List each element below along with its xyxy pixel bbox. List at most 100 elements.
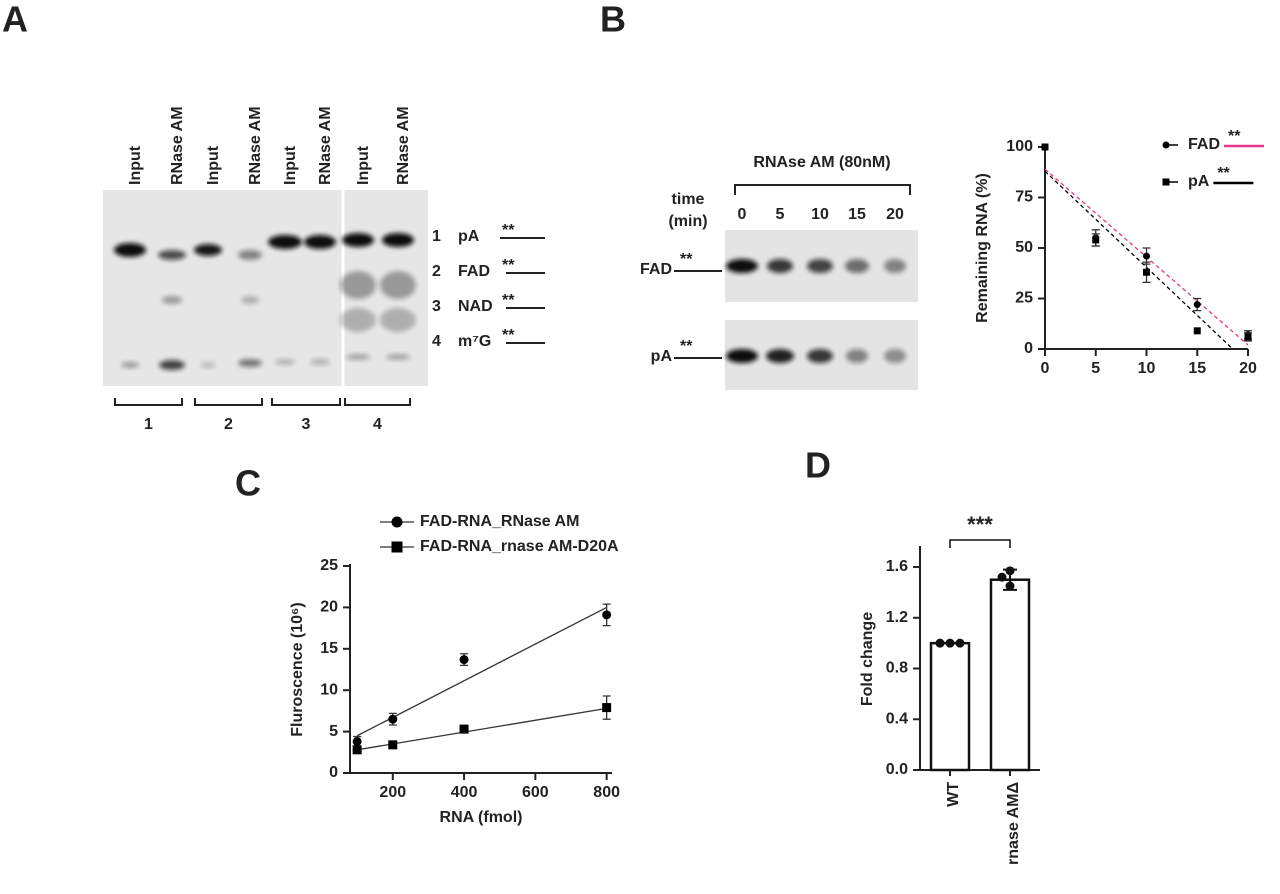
- gel-band: [194, 244, 222, 256]
- legend-label: pA: [1188, 173, 1210, 190]
- gel-band: [846, 349, 868, 363]
- marker: [1143, 252, 1150, 260]
- data-point: [1005, 566, 1015, 576]
- y-tick-label: 50: [1015, 239, 1033, 256]
- marker: [1193, 301, 1201, 309]
- band-mark: **: [502, 327, 515, 344]
- gel-band: [310, 359, 330, 365]
- time: 10: [811, 206, 829, 223]
- gel-band: [386, 354, 410, 360]
- gel-band: [162, 296, 182, 304]
- gel-band: [766, 349, 794, 363]
- marker: [602, 703, 612, 713]
- gel-band: [275, 359, 295, 365]
- legend-mark: **: [1228, 128, 1241, 145]
- marker: [352, 745, 362, 755]
- marker: [1143, 268, 1150, 276]
- band-mark: **: [502, 257, 515, 274]
- gel-band: [238, 359, 262, 367]
- x-tick-label: 0: [1041, 360, 1050, 377]
- y-tick-label: 75: [1015, 189, 1033, 206]
- band-label: NAD: [458, 298, 493, 315]
- y-tick-label: 1.2: [886, 609, 908, 626]
- gel-band: [380, 308, 416, 332]
- legend-marker: [391, 516, 403, 528]
- marker: [602, 610, 612, 620]
- gel-band: [807, 259, 833, 273]
- row-mark: **: [680, 251, 693, 268]
- y-tick-label: 20: [320, 599, 338, 616]
- legend-marker: [391, 541, 403, 553]
- gel-band: [346, 354, 370, 360]
- data-point: [945, 638, 955, 648]
- gel-band: [340, 308, 376, 332]
- row-label: FAD: [640, 261, 672, 278]
- marker: [1041, 143, 1049, 151]
- lane-label: RNase AM: [317, 106, 334, 185]
- y-tick-label: 5: [329, 723, 338, 740]
- gel-band: [380, 271, 416, 299]
- gel-band: [767, 259, 793, 273]
- row-mark: **: [680, 338, 693, 355]
- x-tick-label: rnase AMΔ: [1005, 782, 1022, 865]
- band-number: 3: [432, 298, 441, 315]
- y-tick-label: 0.4: [886, 710, 908, 727]
- marker: [388, 740, 398, 750]
- gel-band: [238, 250, 262, 260]
- fit-line: [357, 707, 607, 751]
- gel-band: [159, 360, 185, 370]
- band-label: FAD: [458, 263, 490, 280]
- lane-label: Input: [355, 145, 372, 185]
- x-tick-label: 15: [1188, 360, 1206, 377]
- gel-band: [114, 243, 146, 257]
- band-mark: **: [502, 222, 515, 239]
- gel-band: [158, 250, 186, 260]
- gel: [103, 190, 428, 386]
- data-point: [935, 638, 945, 648]
- gel-band: [304, 235, 336, 249]
- group-label: 4: [373, 416, 382, 433]
- legend-label: FAD: [1188, 136, 1220, 153]
- band-number: 2: [432, 263, 441, 280]
- bar: [989, 578, 1031, 772]
- group-bracket: [114, 398, 183, 406]
- panel-letter: A: [2, 0, 28, 40]
- x-tick-label: 200: [379, 784, 406, 801]
- y-tick-label: 0: [329, 764, 338, 781]
- time: 20: [886, 206, 904, 223]
- gel-band: [121, 362, 139, 368]
- y-axis-label: Fluroscence (10⁶): [289, 602, 306, 737]
- band-label: m⁷G: [458, 333, 491, 350]
- marker: [1092, 236, 1100, 244]
- group-bracket: [344, 398, 411, 406]
- group-label: 2: [224, 416, 233, 433]
- legend-label: FAD-RNA_RNase AM: [420, 513, 579, 530]
- fit-line: [1044, 170, 1234, 350]
- significance-bracket: [949, 539, 1011, 548]
- data-point: [955, 638, 965, 648]
- x-tick-label: 400: [451, 784, 478, 801]
- lane-label: Input: [282, 145, 299, 185]
- y-tick-label: 0.0: [886, 761, 908, 778]
- band-number: 4: [432, 333, 441, 350]
- x-tick-label: WT: [945, 782, 962, 807]
- band-mark: **: [502, 292, 515, 309]
- marker: [459, 724, 469, 734]
- gel-band: [200, 362, 216, 368]
- gel-band: [884, 349, 906, 363]
- row-label: pA: [651, 348, 673, 365]
- gel-band: [845, 259, 869, 273]
- x-tick-label: 800: [593, 784, 620, 801]
- y-tick-label: 1.6: [886, 558, 908, 575]
- lane-label: RNase AM: [395, 106, 412, 185]
- time-label: (min): [668, 213, 707, 230]
- gel-band: [726, 259, 758, 273]
- y-axis-label: Fold change: [859, 612, 876, 706]
- y-tick-label: 0: [1024, 340, 1033, 357]
- time: 5: [776, 206, 785, 223]
- marker: [459, 655, 469, 665]
- time: 0: [738, 206, 747, 223]
- group-bracket: [194, 398, 263, 406]
- significance: ***: [967, 512, 993, 537]
